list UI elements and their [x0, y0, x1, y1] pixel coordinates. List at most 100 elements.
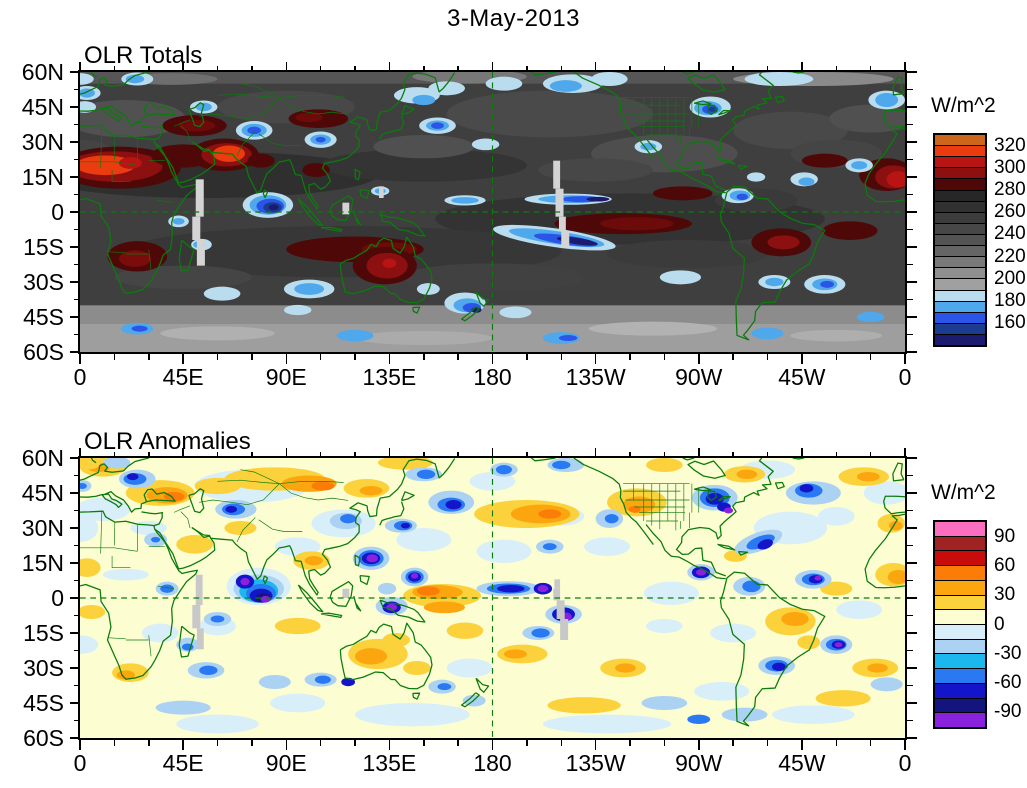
- colorbar-segment: [935, 168, 985, 180]
- colorbar-segment: [935, 146, 985, 158]
- colorbar-label: 220: [994, 245, 1026, 267]
- lon-tick: [457, 66, 459, 72]
- lon-tick: [251, 66, 253, 72]
- lat-tick: [907, 88, 913, 91]
- lat-tick: [907, 632, 917, 634]
- lon-tick: [457, 740, 459, 746]
- lon-tick: [904, 62, 906, 72]
- lat-label: 30S: [23, 655, 64, 681]
- lat-tick: [907, 106, 917, 108]
- lon-tick: [491, 740, 494, 750]
- lon-tick: [869, 66, 872, 72]
- colorbar-segment: [935, 639, 985, 655]
- colorbar-label: -30: [994, 642, 1022, 664]
- lat-label: 45N: [21, 480, 64, 506]
- colorbar-segment: [935, 234, 985, 247]
- lat-tick: [907, 158, 913, 161]
- colorbar-label: 60: [994, 554, 1016, 576]
- lat-label: 45S: [23, 690, 64, 716]
- colorbar-segment: [935, 536, 985, 552]
- lon-tick: [354, 452, 356, 458]
- lon-tick: [423, 740, 425, 746]
- lat-tick: [74, 509, 80, 512]
- lon-label: 135E: [362, 750, 417, 776]
- colorbar-segment: [935, 580, 985, 596]
- lat-tick: [74, 544, 80, 547]
- colorbar-segment: [935, 683, 985, 699]
- colorbar-label: 180: [994, 289, 1026, 311]
- colorbar-segment: [935, 257, 985, 269]
- lon-tick: [766, 452, 769, 458]
- colorbar-label: 320: [994, 135, 1026, 157]
- colorbar-segment: [935, 625, 985, 640]
- lon-label: 135W: [565, 364, 626, 390]
- lat-tick: [74, 579, 80, 582]
- lat-tick: [70, 632, 80, 634]
- colorbar-label: 200: [994, 267, 1026, 289]
- lon-tick: [388, 740, 391, 750]
- lon-tick: [732, 354, 734, 360]
- lon-tick: [354, 354, 356, 360]
- lon-tick: [526, 354, 528, 360]
- lon-tick: [869, 452, 872, 458]
- lon-tick: [491, 448, 494, 458]
- lat-label: 30N: [21, 129, 64, 155]
- lon-tick: [354, 740, 356, 746]
- lat-tick: [907, 597, 917, 599]
- lat-tick: [70, 492, 80, 494]
- lon-label: 45E: [162, 750, 204, 776]
- lon-tick: [79, 354, 81, 364]
- lat-tick: [74, 123, 80, 126]
- lon-tick: [801, 354, 803, 364]
- lat-tick: [70, 211, 80, 213]
- colorbar-label: 30: [994, 584, 1016, 606]
- lon-label: 45W: [778, 364, 826, 390]
- lon-tick: [457, 354, 459, 360]
- lat-label: 15S: [23, 234, 64, 260]
- lat-tick: [70, 597, 80, 599]
- panel-title-olr-totals: OLR Totals: [84, 42, 203, 69]
- colorbar-label: -90: [994, 701, 1022, 723]
- colorbar-segment: [935, 566, 985, 581]
- lat-tick: [74, 649, 80, 652]
- lon-tick: [251, 452, 253, 458]
- lon-tick: [698, 740, 700, 750]
- lat-tick: [74, 298, 80, 301]
- lon-tick: [319, 740, 322, 746]
- lon-tick: [663, 452, 666, 458]
- lat-tick: [74, 614, 80, 617]
- colorbar-segment: [935, 669, 985, 684]
- lat-tick: [907, 492, 917, 494]
- olr-anomalies-map: [78, 456, 907, 740]
- colorbar-segment: [935, 179, 985, 191]
- lon-tick: [698, 62, 700, 72]
- lat-tick: [907, 228, 913, 231]
- lat-label: 0: [51, 585, 64, 611]
- lat-tick: [907, 527, 917, 529]
- lat-label: 45N: [21, 94, 64, 120]
- lon-tick: [388, 448, 391, 458]
- lon-tick: [835, 452, 837, 458]
- lon-tick: [904, 354, 906, 364]
- lon-tick: [766, 66, 769, 72]
- lat-tick: [907, 298, 913, 301]
- lat-tick: [74, 88, 80, 91]
- lon-tick: [216, 452, 219, 458]
- lat-tick: [907, 667, 917, 669]
- lat-tick: [70, 71, 80, 73]
- colorbar-segment: [935, 279, 985, 291]
- lon-tick: [663, 66, 666, 72]
- lat-tick: [907, 579, 913, 582]
- lon-tick: [698, 354, 700, 364]
- lat-tick: [907, 474, 913, 477]
- lat-tick: [70, 281, 80, 283]
- lat-tick: [907, 333, 913, 336]
- lon-tick: [732, 452, 734, 458]
- lon-tick: [148, 66, 150, 72]
- lon-tick: [423, 354, 425, 360]
- lon-label: 90E: [265, 364, 307, 390]
- lon-tick: [182, 62, 184, 72]
- lat-tick: [907, 509, 913, 512]
- lon-label: 180: [473, 750, 512, 776]
